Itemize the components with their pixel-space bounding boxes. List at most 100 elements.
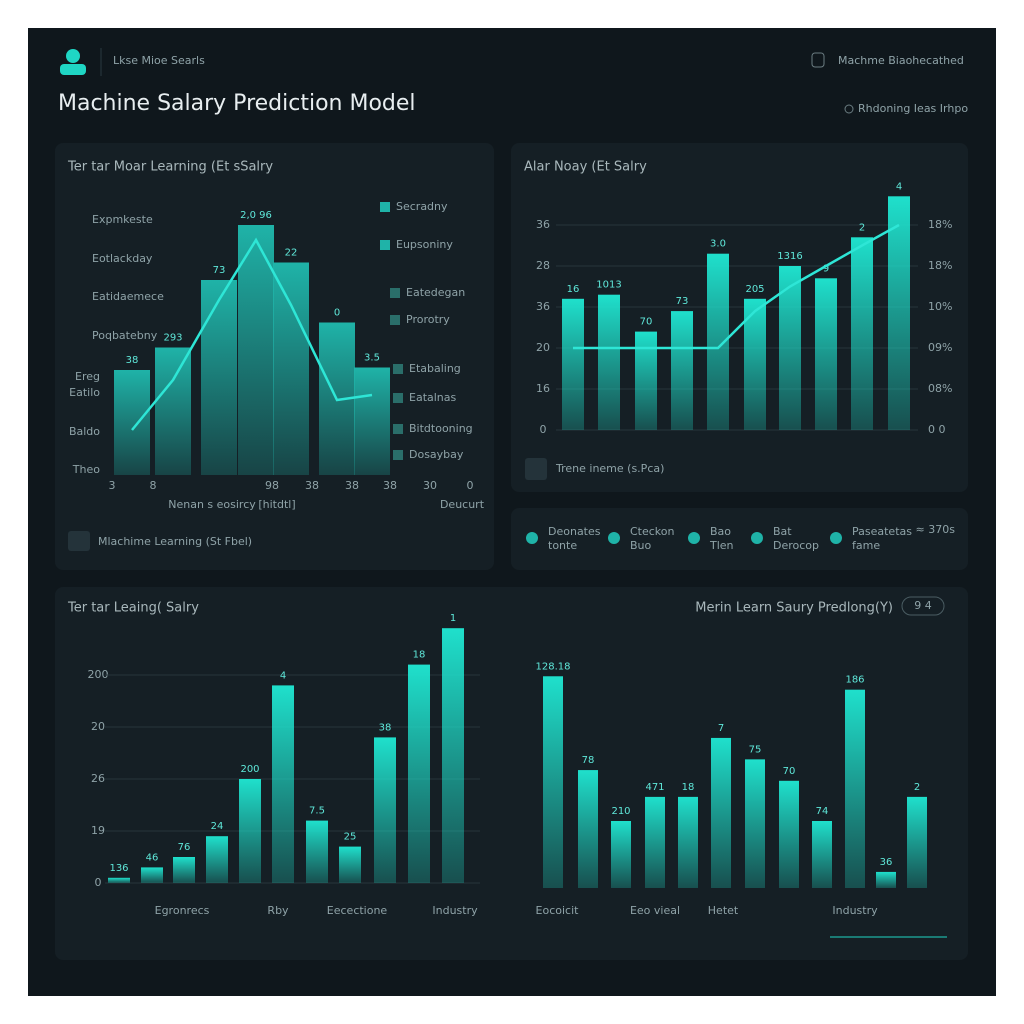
y-tick-label: 0	[540, 423, 547, 436]
legend-labels: Eatedegan	[406, 286, 465, 299]
bar	[408, 664, 430, 883]
bar	[812, 821, 832, 888]
bar-label: 25	[344, 832, 357, 843]
bar	[306, 820, 328, 883]
bar-label: 7.5	[309, 806, 325, 817]
y-tick-label: 28	[536, 259, 550, 272]
bar	[206, 836, 228, 883]
chart-title: Alar Noay (Et Salry	[524, 160, 647, 175]
icon	[525, 458, 547, 480]
bar-label: 210	[611, 806, 630, 817]
bar-label: 1	[450, 613, 456, 624]
legend-labels: Prorotry	[406, 313, 450, 326]
bar	[745, 759, 765, 888]
y-tick-label: 18%	[928, 218, 952, 231]
legend-swatch	[393, 424, 403, 434]
bar-label: 78	[582, 755, 595, 766]
bar	[671, 311, 693, 430]
bar-label: 0	[334, 308, 340, 319]
x-labels: 98	[265, 479, 279, 492]
stat-sub: Buo	[630, 539, 652, 552]
user-icon	[811, 52, 825, 68]
y-tick-label: 200	[88, 668, 109, 681]
x-labels: 38	[305, 479, 319, 492]
icon	[68, 531, 90, 551]
bar-label: 70	[783, 766, 796, 777]
y-tick-label: 0 0	[928, 423, 946, 436]
stat-label: Bat	[773, 525, 792, 538]
bar-label: 7	[718, 723, 724, 734]
y-tick-label: 36	[536, 300, 550, 313]
bar	[645, 796, 665, 888]
bar-label: 76	[178, 842, 191, 853]
x-labels: Eecectione	[327, 904, 388, 917]
bar-label: 4	[896, 181, 902, 192]
x-labels: Rby	[267, 904, 289, 917]
side-labels: Expmkeste	[92, 213, 153, 226]
bar-label: 74	[816, 806, 829, 817]
legend-swatch	[393, 364, 403, 374]
stat-sub: Tlen	[709, 539, 734, 552]
legend-labels: Secradny	[396, 200, 448, 213]
bar	[744, 298, 766, 430]
bar	[108, 877, 130, 883]
y-tick-label: 20	[536, 341, 550, 354]
bar	[543, 676, 563, 888]
chart-title: Ter tar Moar Learning (Et sSalry	[67, 160, 273, 175]
bar-label: 18	[413, 650, 426, 661]
legend-swatch	[393, 450, 403, 460]
x-labels: Industry	[432, 904, 478, 917]
x-labels: 0	[467, 479, 474, 492]
bar	[173, 857, 195, 883]
bar	[114, 370, 150, 475]
bar-label: 46	[146, 852, 159, 863]
bottom-labels: Deucurt	[440, 498, 485, 511]
bar	[907, 796, 927, 888]
legend-labels: Etabaling	[409, 362, 461, 375]
bar	[876, 871, 896, 888]
bar	[562, 298, 584, 430]
line	[131, 237, 373, 431]
stat-icon	[608, 532, 620, 544]
y-tick-label: 10%	[928, 300, 952, 313]
bottom-labels: [hitdtl]	[258, 498, 295, 511]
bar	[339, 846, 361, 883]
logo	[66, 49, 80, 63]
status-icon	[844, 104, 854, 114]
chart-title: Ter tar Leaing( Salry	[67, 601, 199, 616]
y-tick-label: 20	[91, 720, 105, 733]
bottom-labels: Nenan s eosircy	[168, 498, 256, 511]
pill: 9 4	[914, 599, 932, 612]
bar	[711, 737, 731, 888]
bar	[707, 253, 729, 430]
legend-swatch	[380, 202, 390, 212]
bar	[201, 280, 237, 475]
legend-labels: Bitdtooning	[409, 422, 473, 435]
bar-label: 3.0	[710, 239, 726, 250]
x-labels: Hetet	[708, 904, 739, 917]
bar-label: 136	[109, 863, 128, 874]
legend-labels: Eatalnas	[409, 391, 457, 404]
legend-swatch	[390, 315, 400, 325]
bar	[238, 225, 274, 475]
x-labels: 3	[109, 479, 116, 492]
legend-swatch	[393, 393, 403, 403]
x-labels: Eeo vieal	[630, 904, 680, 917]
line	[573, 223, 900, 350]
x-labels: 8	[150, 479, 157, 492]
stat-icon	[830, 532, 842, 544]
bar-label: 471	[645, 782, 664, 793]
y-tick-label: 16	[536, 382, 550, 395]
stat-sub: tonte	[548, 539, 577, 552]
bar-label: 293	[163, 333, 182, 344]
axis-labels: Baldo	[69, 425, 100, 438]
x-labels: 38	[345, 479, 359, 492]
bar-label: 36	[880, 857, 893, 868]
bar	[141, 867, 163, 883]
bar-label: 3.5	[364, 353, 380, 364]
legend-swatch	[380, 240, 390, 250]
bar	[779, 266, 801, 430]
bar	[578, 770, 598, 888]
y-tick-label: 08%	[928, 382, 952, 395]
